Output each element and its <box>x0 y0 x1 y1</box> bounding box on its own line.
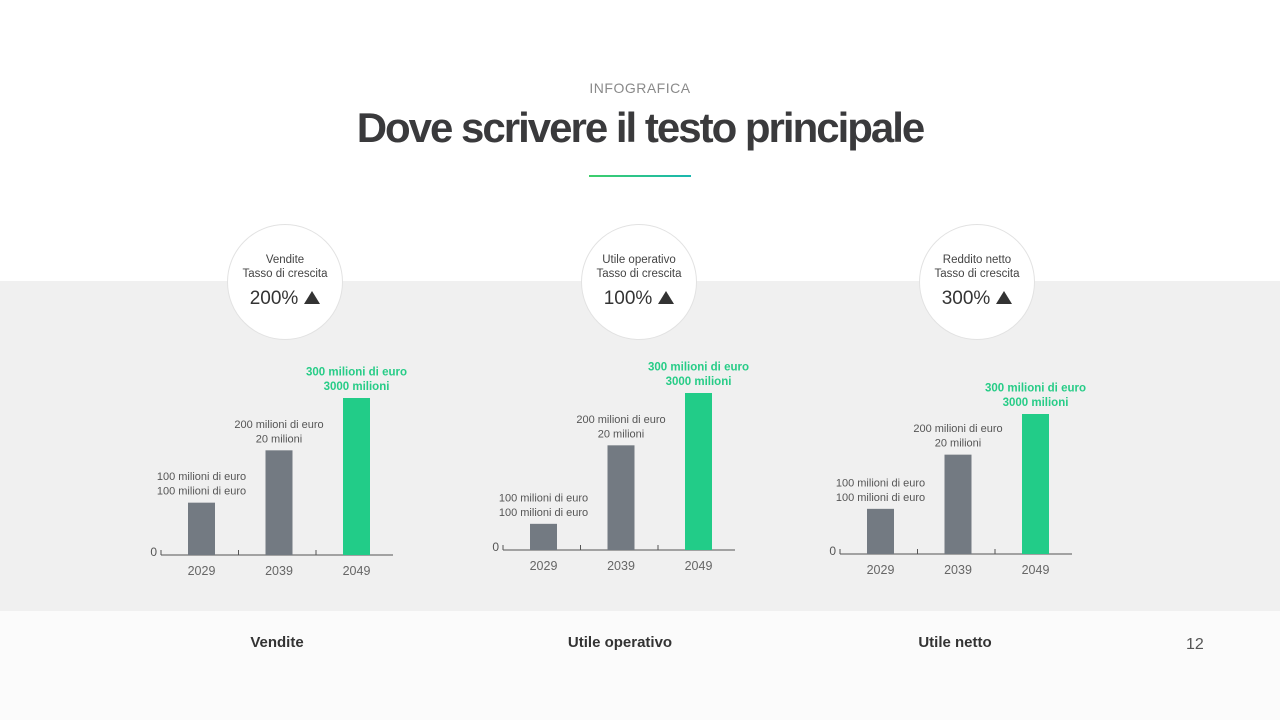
category-label: 2049 <box>685 559 713 573</box>
bar <box>265 450 293 555</box>
page-number: 12 <box>1186 636 1204 653</box>
data-label: 3000 milioni <box>324 381 390 393</box>
growth-percent: 100% <box>603 288 653 309</box>
growth-percent: 300% <box>941 288 991 309</box>
growth-card-title: Reddito netto <box>942 254 1012 266</box>
bar <box>867 508 894 554</box>
data-label: 300 milioni di euro <box>306 367 407 379</box>
data-label: 100 milioni di euro <box>499 492 588 504</box>
chart-caption-utile-operativo: Utile operativo <box>567 634 673 651</box>
zero-label: 0 <box>829 544 836 558</box>
category-label: 2029 <box>530 559 558 573</box>
growth-card-title: Vendite <box>265 254 305 266</box>
data-label: 300 milioni di euro <box>648 362 749 374</box>
category-label: 2049 <box>1022 563 1050 577</box>
title-underline <box>589 175 691 177</box>
data-label: 100 milioni di euro <box>836 492 925 504</box>
category-label: 2039 <box>944 563 972 577</box>
growth-card-reddito-netto: Reddito netto Tasso di crescita 300% <box>919 224 1035 340</box>
data-label: 3000 milioni <box>666 376 732 388</box>
growth-card-subtitle: Tasso di crescita <box>242 268 328 280</box>
data-label: 20 milioni <box>935 438 981 450</box>
caption-band <box>0 611 1280 720</box>
growth-card-title: Utile operativo <box>602 254 676 266</box>
chart-caption-utile-netto: Utile netto <box>918 634 992 651</box>
data-label: 300 milioni di euro <box>985 383 1086 395</box>
data-label: 20 milioni <box>598 428 644 440</box>
triangle-up-icon <box>658 291 675 304</box>
growth-card-subtitle: Tasso di crescita <box>596 268 682 280</box>
category-label: 2049 <box>343 564 371 578</box>
growth-card-utile-operativo: Utile operativo Tasso di crescita 100% <box>581 224 697 340</box>
data-label: 3000 milioni <box>1003 397 1069 409</box>
category-label: 2029 <box>867 563 895 577</box>
data-label: 200 milioni di euro <box>576 414 665 426</box>
data-label: 100 milioni di euro <box>499 507 588 519</box>
triangle-up-icon <box>996 291 1013 304</box>
bar <box>685 393 712 550</box>
category-label: 2039 <box>607 559 635 573</box>
growth-card-subtitle: Tasso di crescita <box>934 268 1020 280</box>
data-label: 100 milioni di euro <box>836 477 925 489</box>
growth-percent: 200% <box>249 288 299 309</box>
data-label: 20 milioni <box>256 433 302 445</box>
category-label: 2029 <box>188 564 216 578</box>
data-label: 200 milioni di euro <box>234 419 323 431</box>
bar <box>188 502 215 555</box>
bar <box>530 523 557 550</box>
eyebrow-label: INFOGRAFICA <box>589 80 691 96</box>
data-label: 100 milioni di euro <box>157 471 246 483</box>
category-label: 2039 <box>265 564 293 578</box>
chart-caption-vendite: Vendite <box>250 634 304 651</box>
bar <box>1022 414 1049 554</box>
growth-card-vendite: Vendite Tasso di crescita 200% <box>227 224 343 340</box>
data-label: 100 milioni di euro <box>157 486 246 498</box>
triangle-up-icon <box>304 291 321 304</box>
page-title: Dove scrivere il testo principale <box>356 104 926 151</box>
zero-label: 0 <box>150 545 157 559</box>
zero-label: 0 <box>492 540 499 554</box>
bar <box>944 454 972 554</box>
bar <box>343 398 370 555</box>
data-label: 200 milioni di euro <box>913 423 1002 435</box>
bar <box>607 445 635 550</box>
